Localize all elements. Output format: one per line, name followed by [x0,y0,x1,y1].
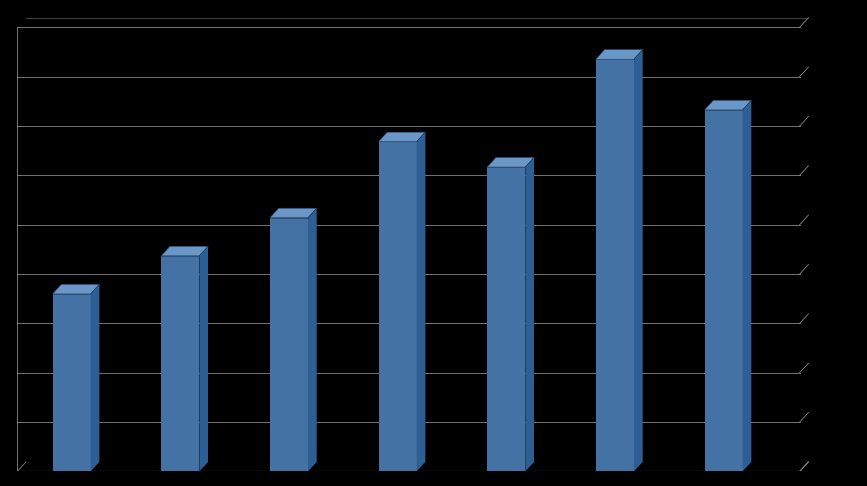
Polygon shape [596,59,634,471]
Polygon shape [161,246,208,256]
Polygon shape [199,246,208,471]
Polygon shape [525,157,534,471]
Polygon shape [743,100,752,471]
Polygon shape [270,218,308,471]
Polygon shape [308,208,316,471]
Polygon shape [91,284,100,471]
Polygon shape [705,110,743,471]
Polygon shape [487,157,534,167]
Polygon shape [417,132,426,471]
Polygon shape [379,141,417,471]
Polygon shape [596,50,642,59]
Polygon shape [53,284,100,294]
Polygon shape [634,50,642,471]
Polygon shape [53,294,91,471]
Polygon shape [487,167,525,471]
Polygon shape [379,132,426,141]
Polygon shape [161,256,199,471]
Polygon shape [270,208,316,218]
Polygon shape [705,100,752,110]
